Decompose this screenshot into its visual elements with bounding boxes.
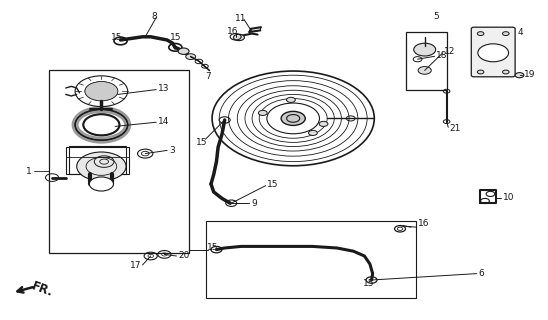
- Text: 15: 15: [363, 279, 374, 288]
- Text: 15: 15: [196, 138, 207, 147]
- Text: 11: 11: [236, 14, 247, 23]
- Text: 17: 17: [130, 261, 141, 270]
- Text: 20: 20: [178, 251, 190, 260]
- Text: 5: 5: [433, 12, 438, 20]
- Bar: [68, 146, 126, 174]
- Circle shape: [503, 32, 509, 36]
- Bar: [49, 70, 189, 253]
- Circle shape: [414, 43, 436, 56]
- FancyBboxPatch shape: [471, 27, 515, 77]
- Text: 19: 19: [524, 70, 535, 79]
- Text: 7: 7: [206, 72, 211, 81]
- Circle shape: [478, 44, 509, 62]
- Circle shape: [259, 110, 267, 116]
- Text: 15: 15: [207, 244, 218, 252]
- Text: 1: 1: [26, 167, 32, 176]
- Ellipse shape: [83, 114, 119, 135]
- Text: 15: 15: [267, 180, 279, 189]
- Circle shape: [287, 97, 295, 102]
- Circle shape: [418, 67, 431, 74]
- Circle shape: [281, 111, 305, 125]
- Text: 15: 15: [111, 33, 122, 42]
- Circle shape: [186, 54, 196, 60]
- Text: 16: 16: [227, 27, 238, 36]
- Bar: [206, 221, 416, 298]
- Text: FR.: FR.: [30, 280, 55, 300]
- Text: 13: 13: [158, 84, 169, 93]
- Circle shape: [503, 70, 509, 74]
- Text: 12: 12: [444, 47, 455, 56]
- Text: 9: 9: [251, 199, 256, 208]
- Bar: [406, 32, 447, 90]
- Circle shape: [89, 177, 113, 191]
- Circle shape: [319, 121, 328, 126]
- Text: 3: 3: [169, 146, 174, 155]
- Circle shape: [233, 34, 244, 41]
- Circle shape: [477, 70, 484, 74]
- Text: 14: 14: [158, 117, 169, 126]
- Text: 15: 15: [170, 33, 181, 42]
- Text: 21: 21: [449, 124, 461, 132]
- Bar: [66, 147, 129, 174]
- Circle shape: [77, 152, 126, 181]
- Text: 6: 6: [478, 269, 484, 278]
- Circle shape: [178, 48, 189, 54]
- Circle shape: [477, 32, 484, 36]
- Circle shape: [515, 73, 524, 78]
- Text: 10: 10: [503, 193, 515, 202]
- Circle shape: [309, 130, 317, 135]
- Text: 4: 4: [518, 28, 523, 36]
- Text: 16: 16: [418, 220, 430, 228]
- Text: 18: 18: [436, 51, 447, 60]
- Circle shape: [85, 82, 118, 101]
- Text: 8: 8: [152, 12, 157, 21]
